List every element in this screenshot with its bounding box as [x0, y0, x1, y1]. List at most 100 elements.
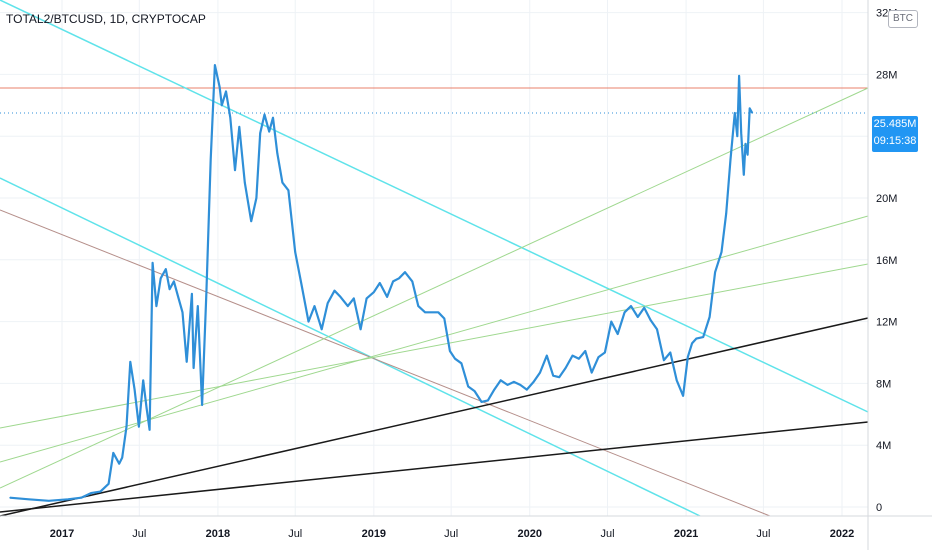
price-point: [165, 268, 167, 270]
price-point: [558, 376, 560, 378]
price-point: [720, 251, 723, 253]
price-point: [392, 280, 394, 283]
price-point: [151, 262, 154, 264]
price-point: [118, 463, 120, 465]
price-point: [430, 311, 432, 313]
price-point: [219, 86, 221, 88]
x-tick-label: 2021: [674, 528, 698, 540]
green-trendline-low: [0, 263, 869, 429]
y-tick-label: 8M: [876, 378, 891, 390]
price-point: [145, 407, 148, 409]
price-point: [454, 358, 456, 360]
price-point: [9, 497, 11, 499]
price-point: [539, 371, 541, 374]
currency-badge[interactable]: BTC: [888, 10, 918, 28]
price-point: [736, 135, 738, 137]
price-point: [186, 361, 188, 363]
price-point: [519, 384, 521, 386]
price-point: [339, 296, 342, 298]
price-point: [307, 321, 310, 323]
price-point: [359, 328, 362, 330]
price-series-line[interactable]: [9, 63, 754, 502]
price-point: [746, 154, 749, 156]
price-point: [129, 361, 131, 363]
last-price-value: 25.485M: [873, 118, 917, 130]
price-point: [134, 388, 136, 391]
price-point: [695, 337, 697, 340]
price-point: [610, 321, 612, 323]
green-trendline-steep: [0, 87, 869, 489]
y-tick-label: 4M: [876, 440, 891, 452]
price-point: [178, 297, 180, 300]
y-tick-label: 12M: [876, 317, 897, 329]
price-point: [500, 379, 502, 381]
drawings-layer: [0, 0, 869, 517]
price-point: [148, 429, 151, 431]
price-point: [474, 390, 476, 392]
price-point: [173, 280, 175, 283]
price-point: [643, 307, 645, 309]
price-point: [571, 354, 574, 357]
price-point: [313, 305, 316, 307]
price-point: [142, 379, 144, 381]
y-tick-label: 20M: [876, 193, 897, 205]
price-point: [67, 498, 69, 500]
price-point: [546, 354, 548, 357]
price-point: [48, 500, 50, 502]
cyan-trendline-lower: [0, 177, 701, 517]
price-point: [404, 271, 406, 273]
price-point: [687, 356, 689, 358]
price-point: [327, 302, 329, 304]
price-point: [281, 181, 284, 184]
x-tick-label: 2019: [362, 528, 386, 540]
price-point: [353, 297, 355, 300]
price-point: [552, 375, 554, 377]
black-trendline-upper: [0, 317, 869, 517]
price-point: [591, 371, 593, 374]
price-point: [90, 492, 92, 494]
price-point: [663, 359, 665, 361]
price-point: [597, 356, 600, 358]
price-point: [565, 367, 567, 369]
price-point: [725, 212, 727, 215]
series-layer[interactable]: [9, 63, 754, 502]
price-point: [112, 452, 114, 454]
price-point: [99, 490, 102, 493]
price-point: [623, 311, 626, 313]
price-point: [532, 381, 535, 383]
price-point: [28, 498, 30, 500]
price-point: [411, 280, 413, 283]
price-point: [714, 271, 716, 273]
price-point: [250, 220, 252, 222]
price-point: [708, 316, 711, 318]
price-point: [650, 319, 652, 321]
price-point: [287, 189, 289, 191]
price-point: [449, 350, 451, 352]
price-point: [333, 290, 336, 292]
price-point: [734, 112, 736, 114]
price-point: [181, 311, 184, 313]
price-point: [637, 316, 639, 318]
price-point: [80, 497, 82, 499]
price-point: [192, 367, 195, 369]
brown-trendline: [0, 209, 771, 517]
price-point: [191, 293, 193, 295]
price-point: [160, 277, 162, 279]
x-tick-label: 2020: [518, 528, 542, 540]
price-point: [584, 350, 586, 352]
price-point: [347, 305, 349, 307]
price-point: [229, 117, 231, 119]
price-point: [197, 305, 199, 307]
price-point: [365, 297, 368, 300]
x-tick-label: Jul: [600, 528, 614, 540]
price-point: [386, 296, 388, 298]
price-point: [169, 288, 171, 290]
x-tick-label: Jul: [288, 528, 302, 540]
price-point: [121, 456, 123, 459]
price-point: [294, 251, 296, 253]
price-point: [138, 426, 140, 428]
price-point: [272, 117, 274, 119]
chart-title: TOTAL2/BTCUSD, 1D, CRYPTOCAP: [6, 12, 206, 26]
